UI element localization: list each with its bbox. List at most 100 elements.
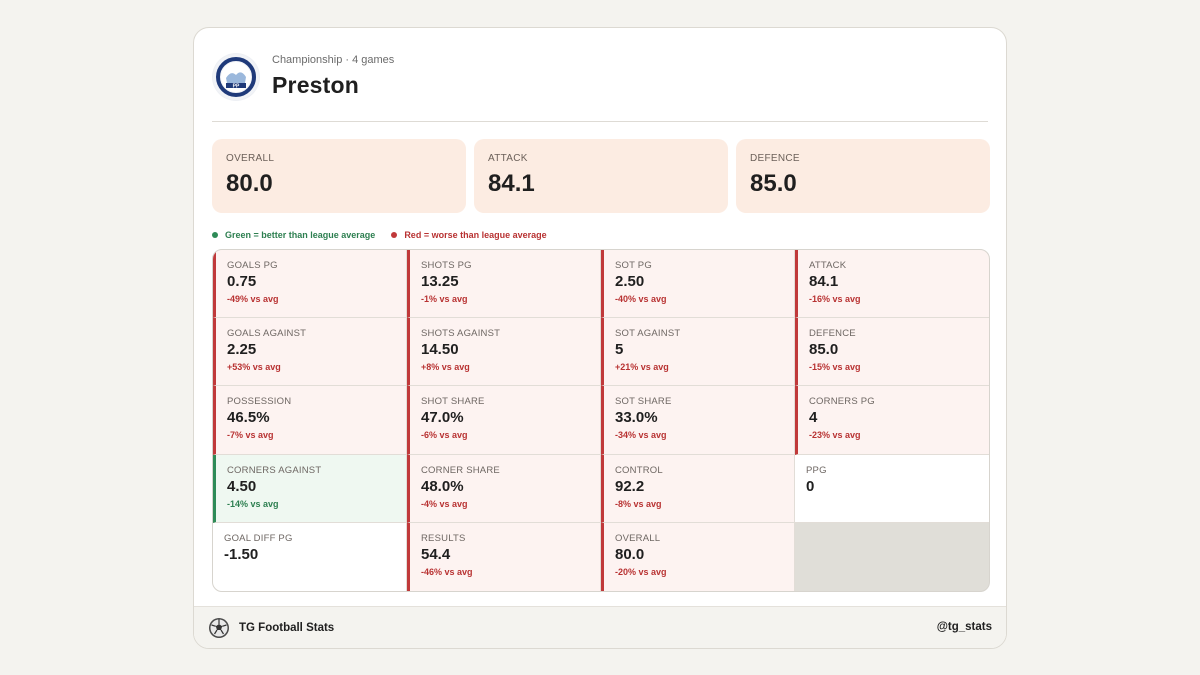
stat-cell: GOALS PG 0.75 -49% vs avg <box>213 250 407 319</box>
stat-delta: -16% vs avg <box>809 294 861 304</box>
stat-cell: CORNERS AGAINST 4.50 -14% vs avg <box>213 454 407 523</box>
stat-delta: -46% vs avg <box>421 566 473 577</box>
stat-cell: DEFENCE 85.0 -15% vs avg <box>795 318 989 387</box>
stat-cell: SHOTS PG 13.25 -1% vs avg <box>407 250 601 319</box>
stat-cell: ATTACK 84.1 -16% vs avg <box>795 250 989 319</box>
stat-delta: -14% vs avg <box>227 498 279 509</box>
stat-delta: -8% vs avg <box>615 498 662 509</box>
stat-label: ATTACK <box>809 260 847 271</box>
stat-label: POSSESSION <box>227 396 292 408</box>
summary-value: 80.0 <box>226 170 273 197</box>
team-stats-card: PP Championship · 4 games Preston OVERAL… <box>193 27 1007 649</box>
stat-cell: SOT AGAINST 5 +21% vs avg <box>601 318 795 387</box>
legend-better-text: Green = better than league average <box>225 230 376 240</box>
team-name: Preston <box>272 72 360 98</box>
league-subtitle: Championship · 4 games <box>272 54 395 66</box>
stat-label: GOAL DIFF PG <box>224 532 293 544</box>
stat-value: 13.25 <box>421 273 459 290</box>
red-dot-icon <box>391 232 398 238</box>
summary-row: OVERALL 80.0 ATTACK 84.1 DEFENCE 85.0 <box>212 139 990 213</box>
brand-name: TG Football Stats <box>239 622 335 634</box>
stat-value: -1.50 <box>224 545 259 563</box>
summary-value: 84.1 <box>488 170 535 197</box>
summary-label: OVERALL <box>226 153 275 164</box>
stat-cell: CORNERS PG 4 -23% vs avg <box>795 386 989 455</box>
stat-label: CORNERS PG <box>809 396 875 408</box>
stat-value: 2.50 <box>615 273 645 290</box>
stat-value: 85.0 <box>809 341 839 359</box>
stat-value: 2.25 <box>227 341 257 359</box>
stat-delta: -1% vs avg <box>421 294 468 304</box>
stat-value: 92.2 <box>615 477 645 495</box>
stat-cell: RESULTS 54.4 -46% vs avg <box>407 522 601 591</box>
stat-label: CORNER SHARE <box>421 464 500 476</box>
summary-label: ATTACK <box>488 153 528 164</box>
stat-delta: -34% vs avg <box>615 430 667 441</box>
stat-delta: -15% vs avg <box>809 362 861 373</box>
stat-value: 80.0 <box>615 545 645 563</box>
stat-label: DEFENCE <box>809 328 856 340</box>
color-legend: Green = better than league average Red =… <box>212 228 547 242</box>
stat-delta: +8% vs avg <box>421 362 470 373</box>
legend-better: Green = better than league average <box>212 228 375 242</box>
legend-worse: Red = worse than league average <box>391 228 547 242</box>
team-crest-icon: PP <box>212 53 260 101</box>
summary-label: DEFENCE <box>750 153 800 164</box>
stat-cell: SHOTS AGAINST 14.50 +8% vs avg <box>407 318 601 387</box>
stat-cell: CORNER SHARE 48.0% -4% vs avg <box>407 454 601 523</box>
svg-text:PP: PP <box>233 83 240 89</box>
stats-grid: GOALS PG 0.75 -49% vs avg SHOTS PG 13.25 -1% … <box>212 249 990 592</box>
stat-cell: POSSESSION 46.5% -7% vs avg <box>213 386 407 455</box>
stat-cell: GOAL DIFF PG -1.50 <box>213 522 407 591</box>
summary-attack: ATTACK 84.1 <box>474 139 728 213</box>
stat-label: GOALS PG <box>227 260 278 271</box>
stat-value: 0 <box>806 477 815 495</box>
stat-value: 54.4 <box>421 545 451 563</box>
stat-cell: GOALS AGAINST 2.25 +53% vs avg <box>213 318 407 387</box>
football-icon <box>209 618 229 638</box>
stat-value: 48.0% <box>421 477 464 495</box>
stat-value: 4 <box>809 409 818 427</box>
stat-value: 0.75 <box>227 273 257 290</box>
stat-delta: -49% vs avg <box>227 294 279 304</box>
stat-label: CONTROL <box>615 464 663 476</box>
stat-cell: SOT PG 2.50 -40% vs avg <box>601 250 795 319</box>
stat-cell: PPG 0 <box>795 454 989 523</box>
stat-label: SHOTS AGAINST <box>421 328 501 340</box>
stat-value: 4.50 <box>227 477 257 495</box>
green-dot-icon <box>212 232 218 238</box>
legend-worse-text: Red = worse than league average <box>404 230 547 240</box>
summary-value: 85.0 <box>750 170 797 197</box>
social-handle[interactable]: @tg_stats <box>936 621 992 633</box>
stat-label: OVERALL <box>615 532 661 544</box>
stat-delta: -6% vs avg <box>421 430 468 441</box>
stat-delta: +21% vs avg <box>615 362 669 373</box>
stat-value: 46.5% <box>227 409 270 427</box>
stat-cell: SOT SHARE 33.0% -34% vs avg <box>601 386 795 455</box>
stat-label: GOALS AGAINST <box>227 328 307 340</box>
stat-value: 5 <box>615 341 624 359</box>
stat-label: RESULTS <box>421 532 466 544</box>
stat-label: SOT SHARE <box>615 396 672 408</box>
stat-delta: -7% vs avg <box>227 430 274 441</box>
stat-label: SHOT SHARE <box>421 396 485 408</box>
stat-delta: -40% vs avg <box>615 294 667 304</box>
stat-value: 33.0% <box>615 409 658 427</box>
stat-label: CORNERS AGAINST <box>227 464 322 476</box>
stat-cell: CONTROL 92.2 -8% vs avg <box>601 454 795 523</box>
stat-label: PPG <box>806 464 827 476</box>
stat-cell: SHOT SHARE 47.0% -6% vs avg <box>407 386 601 455</box>
card-footer: TG Football Stats @tg_stats <box>194 606 1006 648</box>
stat-delta: +53% vs avg <box>227 362 281 373</box>
stat-label: SOT PG <box>615 260 652 271</box>
stat-delta: -23% vs avg <box>809 430 861 441</box>
stat-value: 84.1 <box>809 273 839 290</box>
brand: TG Football Stats <box>208 617 334 639</box>
stat-value: 47.0% <box>421 409 464 427</box>
stat-value: 14.50 <box>421 341 459 359</box>
stat-delta: -4% vs avg <box>421 498 468 509</box>
stat-cell: OVERALL 80.0 -20% vs avg <box>601 522 795 591</box>
stat-delta: -20% vs avg <box>615 566 667 577</box>
stat-label: SHOTS PG <box>421 260 472 271</box>
summary-overall: OVERALL 80.0 <box>212 139 466 213</box>
